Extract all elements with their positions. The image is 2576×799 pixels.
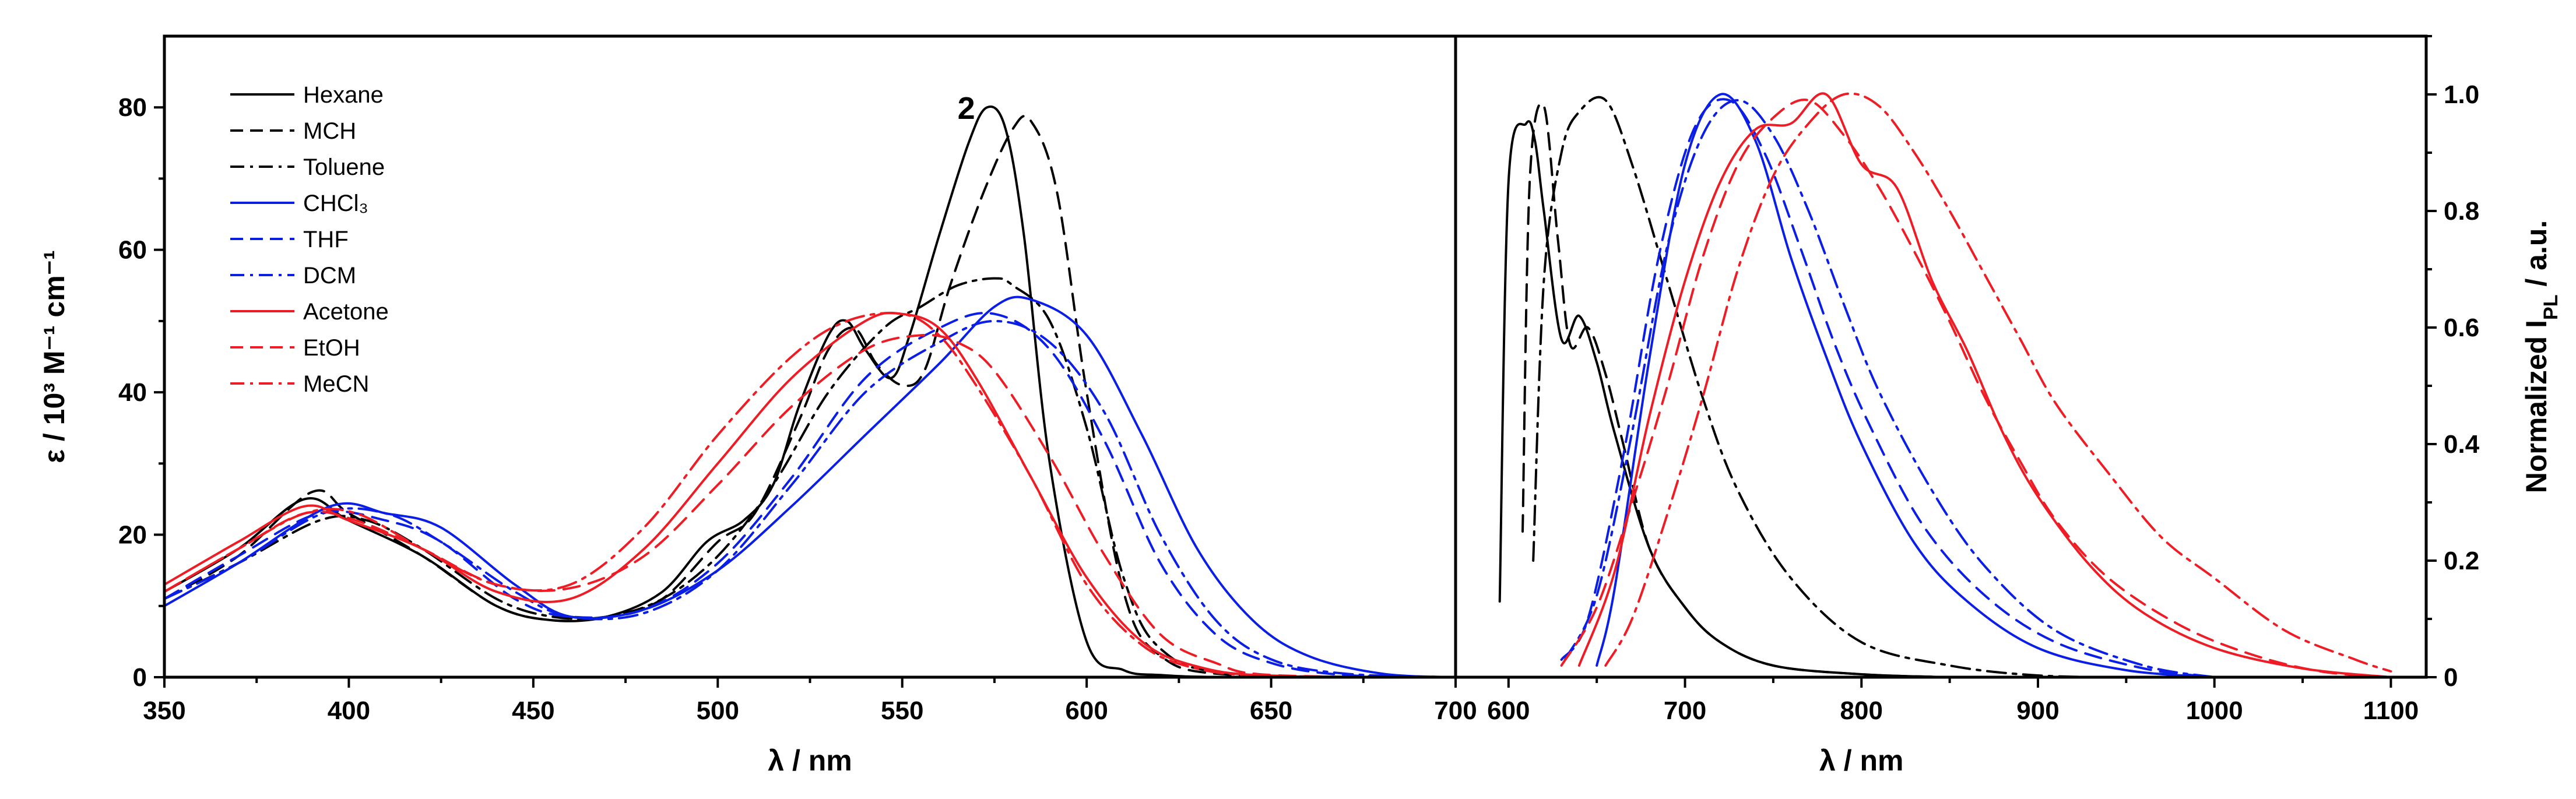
y-tick-label: 20 xyxy=(118,521,147,550)
x-tick-label: 800 xyxy=(1840,696,1883,725)
legend-label: CHCl₃ xyxy=(303,191,368,216)
x-tick-label: 700 xyxy=(1664,696,1706,725)
x-tick-label: 900 xyxy=(2016,696,2059,725)
y-tick-label: 0 xyxy=(2444,663,2458,692)
y-tick-label: 80 xyxy=(118,93,147,122)
absorption-series-dcm xyxy=(163,319,1457,678)
y-tick-label: 0.6 xyxy=(2444,314,2479,342)
x-tick-label: 500 xyxy=(697,696,739,725)
x-tick-label: 600 xyxy=(1487,696,1530,725)
legend-label: Toluene xyxy=(303,154,385,180)
y-tick-label: 0 xyxy=(133,663,147,692)
x-tick-label: 450 xyxy=(512,696,554,725)
x-tick-label: 350 xyxy=(143,696,185,725)
legend-label: THF xyxy=(303,227,349,252)
emission-series-hexane xyxy=(1498,120,1951,678)
plot-frame xyxy=(163,34,2428,679)
x-axis-title: λ / nm xyxy=(768,744,852,777)
emission-series-acetone xyxy=(1577,92,2392,678)
x-tick-label: 400 xyxy=(328,696,370,725)
absorption-series-thf xyxy=(163,312,1457,678)
y-tick-label: 0.2 xyxy=(2444,547,2479,575)
x-tick-label: 700 xyxy=(1434,696,1477,725)
x-tick-label: 600 xyxy=(1065,696,1108,725)
y-tick-label: 40 xyxy=(118,378,147,407)
x-axis-title: λ / nm xyxy=(1819,744,1903,777)
emission-series-mecn xyxy=(1604,92,2392,673)
y-axis-title: Normalized IPL / a.u. xyxy=(2520,220,2562,494)
y-tick-label: 1.0 xyxy=(2444,80,2479,109)
legend: Hexane MCH Toluene CHCl₃ THF DCM Acetone EtOH Me… xyxy=(230,82,389,397)
absorption-series-acetone xyxy=(163,311,1457,678)
absorption-series-chcl xyxy=(163,295,1457,678)
absorption-series-etoh xyxy=(163,333,1457,678)
absorption-series-mecn xyxy=(163,312,1457,678)
legend-label: MeCN xyxy=(303,371,369,397)
emission-series-etoh xyxy=(1560,98,2392,678)
emission-series-chcl xyxy=(1595,93,2216,678)
legend-label: Hexane xyxy=(303,82,384,108)
x-tick-label: 1000 xyxy=(2186,696,2243,725)
y-tick-label: 0.8 xyxy=(2444,197,2479,226)
absorption-series-toluene xyxy=(163,277,1457,678)
x-tick-label: 550 xyxy=(881,696,923,725)
legend-label: Acetone xyxy=(303,299,389,325)
legend-label: DCM xyxy=(303,263,356,288)
y-tick-label: 60 xyxy=(118,236,147,265)
panel-label: 2 xyxy=(958,91,975,126)
legend-label: MCH xyxy=(303,118,356,144)
emission-series-toluene xyxy=(1532,96,2128,678)
legend-label: EtOH xyxy=(303,335,360,361)
emission-series-thf xyxy=(1560,98,2216,678)
absorption-panel: 350 400 450 500 550 600 650 700 0 20 40 60 80 λ / nm ε… xyxy=(38,91,1477,777)
x-tick-label: 1100 xyxy=(2363,696,2419,725)
y-tick-label: 0.4 xyxy=(2444,430,2480,459)
emission-series-dcm xyxy=(1563,99,2216,678)
emission-panel: 600 700 800 900 1000 1100 0 0.2 0.4 0.6 0.8 1.0 λ / … xyxy=(1487,35,2562,777)
emission-series-mch xyxy=(1521,102,1951,678)
y-axis-title: ε / 10³ M⁻¹ cm⁻¹ xyxy=(38,250,71,463)
absorption-series-mch xyxy=(163,115,1457,679)
x-tick-label: 650 xyxy=(1250,696,1292,725)
